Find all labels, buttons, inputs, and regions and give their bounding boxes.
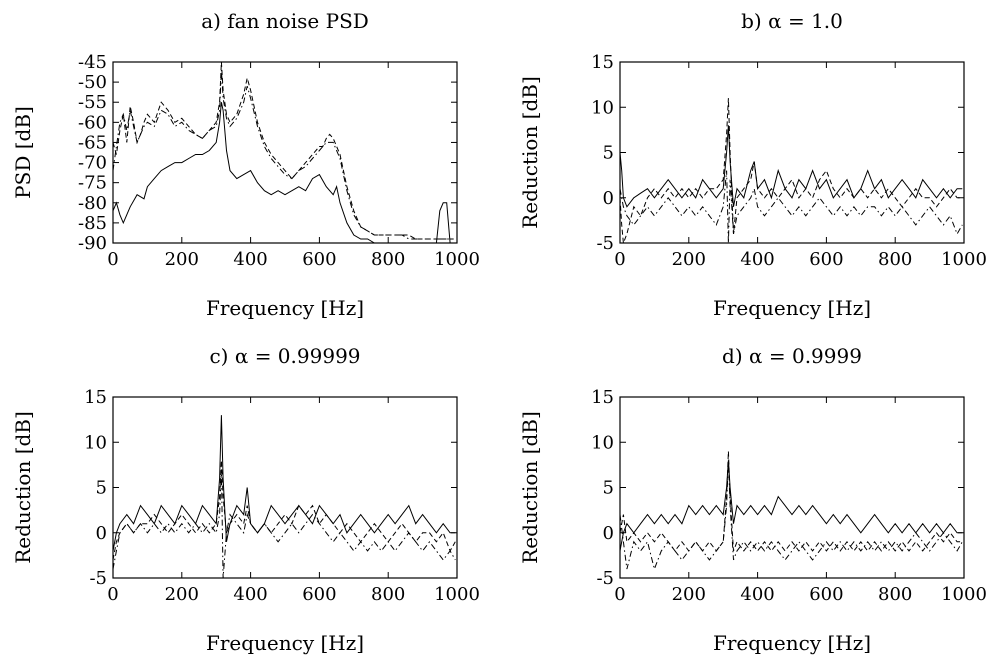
panel-a-ytick-label-9: -45 [78, 52, 107, 73]
panel-d-frame [619, 396, 965, 579]
panel-b-ytick-label-3: 10 [591, 97, 614, 118]
panel-b-xtick-label-2: 400 [740, 249, 774, 270]
panel-a-series-dashed [113, 62, 454, 240]
panel-b-xtick-label-0: 0 [614, 249, 625, 270]
panel-d-series-solid [620, 460, 963, 551]
panel-a-xtick-label-1: 200 [165, 249, 199, 270]
panel-b-series-dashed [620, 98, 963, 243]
panel-d-ytick-label-3: 10 [591, 432, 614, 453]
panel-a-ytick-label-1: -85 [78, 213, 107, 234]
panel-c-frame [112, 396, 458, 579]
panel-d-series-dashed [620, 451, 963, 552]
panel-a-frame [112, 61, 458, 244]
panel-b-ytick-label-4: 15 [591, 52, 614, 73]
panel-a-xlabel: Frequency [Hz] [206, 296, 364, 320]
panel-d-xlabel: Frequency [Hz] [713, 631, 871, 655]
panel-a-ytick-label-4: -70 [78, 153, 107, 174]
panel-c-ytick-label-0: -5 [89, 568, 107, 589]
panel-c-xtick-label-3: 600 [302, 584, 336, 605]
panel-b-series-solid [620, 125, 963, 208]
panel-a-ytick-label-8: -50 [78, 72, 107, 93]
panel-d-xtick-label-3: 600 [809, 584, 843, 605]
panel-b-ytick-label-2: 5 [603, 143, 614, 164]
panel-c-series-solid [113, 415, 456, 551]
panel-a-ytick-label-5: -65 [78, 132, 107, 153]
panel-a-ytick-label-2: -80 [78, 193, 107, 214]
panel-c-xtick-label-0: 0 [107, 584, 118, 605]
panel-a-ytick-label-0: -90 [78, 233, 107, 254]
panel-d-xtick-label-0: 0 [614, 584, 625, 605]
panel-d-ytick-label-1: 0 [603, 523, 614, 544]
panel-d-xtick-label-5: 1000 [941, 584, 987, 605]
panel-b-ylabel: Reduction [dB] [518, 76, 542, 229]
panel-a-xtick-label-4: 800 [371, 249, 405, 270]
panel-a-ytick-label-7: -55 [78, 92, 107, 113]
panel-c-xtick-label-4: 800 [371, 584, 405, 605]
panel-d-ytick-label-0: -5 [596, 568, 614, 589]
panel-b-xlabel: Frequency [Hz] [713, 296, 871, 320]
panel-b-series-group [620, 98, 963, 243]
panel-a-xtick-label-5: 1000 [434, 249, 480, 270]
panel-c-xtick-label-1: 200 [165, 584, 199, 605]
panel-a-series-dash-dot [113, 69, 454, 240]
panel-d-ylabel: Reduction [dB] [518, 411, 542, 564]
panel-c-series-group [113, 415, 456, 578]
panel-d-title: d) α = 0.9999 [722, 344, 862, 368]
panel-c-xlabel: Frequency [Hz] [206, 631, 364, 655]
panel-b-xtick-label-5: 1000 [941, 249, 987, 270]
panel-c-title: c) α = 0.99999 [209, 344, 360, 368]
panel-d-xtick-label-2: 400 [740, 584, 774, 605]
panel-c-xtick-label-5: 1000 [434, 584, 480, 605]
panel-a-series-group [113, 62, 454, 243]
panel-a-ylabel: PSD [dB] [11, 106, 35, 199]
panel-b-xtick-label-1: 200 [672, 249, 706, 270]
panel-c-ylabel: Reduction [dB] [11, 411, 35, 564]
panel-b-title: b) α = 1.0 [741, 9, 843, 33]
panel-c-series-dashed [113, 460, 456, 560]
panel-c-ytick-label-3: 10 [84, 432, 107, 453]
panel-a-xtick-label-3: 600 [302, 249, 336, 270]
panel-c-series-dash-dot [113, 469, 456, 578]
panel-a: 0 200 400 600 800 1000-90-85-80-75-70-65-60-5… [11, 9, 480, 320]
panel-b-frame [619, 61, 965, 244]
panel-c-xtick-label-2: 400 [233, 584, 267, 605]
panel-a-ytick-label-6: -60 [78, 112, 107, 133]
panel-d-xtick-label-1: 200 [672, 584, 706, 605]
panel-b-xtick-label-4: 800 [878, 249, 912, 270]
panel-a-xtick-label-2: 400 [233, 249, 267, 270]
panel-d-xtick-label-4: 800 [878, 584, 912, 605]
panel-b-ytick-label-0: -5 [596, 233, 614, 254]
panel-c-ytick-label-2: 5 [96, 478, 107, 499]
panel-b-xtick-label-3: 600 [809, 249, 843, 270]
panel-d-ytick-label-2: 5 [603, 478, 614, 499]
panel-a-series-solid [113, 102, 454, 243]
panel-b-series-dash-dot [620, 170, 963, 243]
panel-a-ytick-label-3: -75 [78, 173, 107, 194]
panel-d-series-group [620, 451, 963, 571]
panel-a-xtick-label-0: 0 [107, 249, 118, 270]
panel-d-ytick-label-4: 15 [591, 387, 614, 408]
panel-a-title: a) fan noise PSD [201, 9, 369, 33]
panel-d-series-dash-dot [620, 460, 963, 571]
panel-b-ytick-label-1: 0 [603, 188, 614, 209]
panel-c-ytick-label-4: 15 [84, 387, 107, 408]
panel-c-ytick-label-1: 0 [96, 523, 107, 544]
